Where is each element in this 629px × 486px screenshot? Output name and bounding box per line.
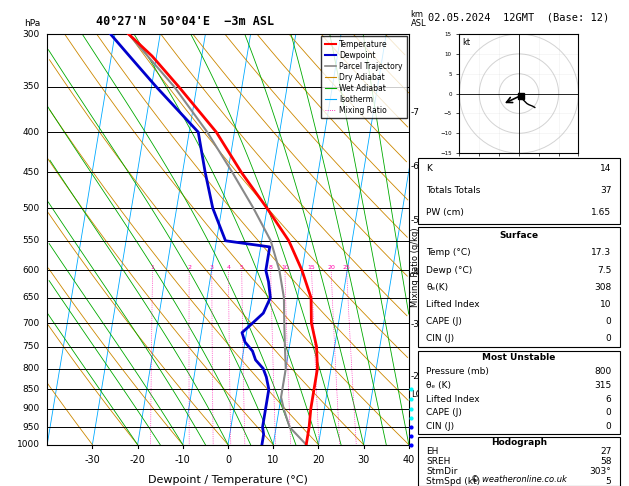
Text: 900: 900 — [23, 404, 40, 413]
Text: Mixing Ratio (g/kg): Mixing Ratio (g/kg) — [411, 227, 420, 307]
Text: 950: 950 — [23, 423, 40, 432]
Text: 5: 5 — [240, 265, 243, 270]
Text: 700: 700 — [23, 318, 40, 328]
Text: 0: 0 — [606, 422, 611, 431]
Text: 1: 1 — [150, 265, 155, 270]
Text: CIN (J): CIN (J) — [426, 334, 455, 344]
Text: 0: 0 — [225, 455, 231, 465]
Text: 40°27'N  50°04'E  −3m ASL: 40°27'N 50°04'E −3m ASL — [96, 15, 274, 28]
Text: 350: 350 — [23, 82, 40, 91]
Text: hPa: hPa — [25, 19, 41, 28]
Text: 3: 3 — [210, 265, 214, 270]
Text: Dewpoint / Temperature (°C): Dewpoint / Temperature (°C) — [148, 475, 308, 486]
Text: Dewp (°C): Dewp (°C) — [426, 265, 472, 275]
Text: Pressure (mb): Pressure (mb) — [426, 367, 489, 376]
FancyBboxPatch shape — [418, 227, 620, 347]
Text: 1000: 1000 — [17, 440, 40, 449]
Text: 27: 27 — [600, 448, 611, 456]
Text: Hodograph: Hodograph — [491, 438, 547, 447]
Text: 20: 20 — [312, 455, 325, 465]
Text: θₑ (K): θₑ (K) — [426, 381, 452, 390]
Text: 800: 800 — [23, 364, 40, 373]
Text: -2: -2 — [411, 372, 420, 382]
Text: 315: 315 — [594, 381, 611, 390]
Text: 6: 6 — [606, 395, 611, 403]
Text: 7.5: 7.5 — [597, 265, 611, 275]
Text: 400: 400 — [23, 128, 40, 137]
Text: 25: 25 — [343, 265, 350, 270]
Text: 37: 37 — [600, 186, 611, 195]
Text: 1.65: 1.65 — [591, 208, 611, 217]
Text: LCL: LCL — [411, 390, 426, 399]
Text: Lifted Index: Lifted Index — [426, 395, 480, 403]
Text: 2: 2 — [187, 265, 191, 270]
Text: © weatheronline.co.uk: © weatheronline.co.uk — [471, 474, 567, 484]
Text: kt: kt — [462, 37, 470, 47]
Text: Surface: Surface — [499, 231, 538, 240]
Legend: Temperature, Dewpoint, Parcel Trajectory, Dry Adiabat, Wet Adiabat, Isotherm, Mi: Temperature, Dewpoint, Parcel Trajectory… — [321, 36, 406, 119]
Text: -4: -4 — [411, 268, 420, 277]
Text: 4: 4 — [226, 265, 230, 270]
Text: CIN (J): CIN (J) — [426, 422, 455, 431]
Text: 550: 550 — [23, 236, 40, 245]
Text: Most Unstable: Most Unstable — [482, 353, 555, 362]
Text: Temp (°C): Temp (°C) — [426, 248, 471, 257]
Text: 303°: 303° — [590, 467, 611, 476]
Text: km
ASL: km ASL — [411, 10, 426, 28]
Text: -7: -7 — [411, 108, 420, 117]
Text: 600: 600 — [23, 266, 40, 275]
Text: 8: 8 — [269, 265, 272, 270]
Text: CAPE (J): CAPE (J) — [426, 408, 462, 417]
Text: PW (cm): PW (cm) — [426, 208, 464, 217]
Text: SREH: SREH — [426, 457, 451, 466]
Text: 58: 58 — [600, 457, 611, 466]
Text: 800: 800 — [594, 367, 611, 376]
Text: -3: -3 — [411, 319, 420, 329]
Text: -20: -20 — [130, 455, 145, 465]
Text: CAPE (J): CAPE (J) — [426, 317, 462, 326]
Text: 30: 30 — [357, 455, 370, 465]
Text: -5: -5 — [411, 216, 420, 225]
Text: 0: 0 — [606, 334, 611, 344]
Text: 10: 10 — [600, 300, 611, 309]
Text: 0: 0 — [606, 408, 611, 417]
Text: 300: 300 — [23, 30, 40, 38]
FancyBboxPatch shape — [418, 351, 620, 434]
Text: 02.05.2024  12GMT  (Base: 12): 02.05.2024 12GMT (Base: 12) — [428, 12, 610, 22]
Text: Lifted Index: Lifted Index — [426, 300, 480, 309]
Text: K: K — [426, 164, 432, 174]
Text: 450: 450 — [23, 168, 40, 177]
Text: 14: 14 — [600, 164, 611, 174]
Text: 5: 5 — [606, 477, 611, 486]
Text: 40: 40 — [403, 455, 415, 465]
Text: Totals Totals: Totals Totals — [426, 186, 481, 195]
Text: -30: -30 — [84, 455, 100, 465]
Text: 17.3: 17.3 — [591, 248, 611, 257]
Text: 850: 850 — [23, 385, 40, 394]
Text: 308: 308 — [594, 283, 611, 292]
Text: 10: 10 — [267, 455, 279, 465]
Text: 650: 650 — [23, 293, 40, 302]
Text: 15: 15 — [308, 265, 316, 270]
Text: 750: 750 — [23, 342, 40, 351]
Text: EH: EH — [426, 448, 438, 456]
Text: 20: 20 — [327, 265, 335, 270]
Text: -10: -10 — [175, 455, 191, 465]
Text: 0: 0 — [606, 317, 611, 326]
Text: StmDir: StmDir — [426, 467, 458, 476]
FancyBboxPatch shape — [418, 158, 620, 224]
Text: 10: 10 — [281, 265, 289, 270]
Text: StmSpd (kt): StmSpd (kt) — [426, 477, 481, 486]
Text: 500: 500 — [23, 204, 40, 213]
Text: θₑ(K): θₑ(K) — [426, 283, 448, 292]
Text: -6: -6 — [411, 162, 420, 172]
FancyBboxPatch shape — [418, 437, 620, 486]
